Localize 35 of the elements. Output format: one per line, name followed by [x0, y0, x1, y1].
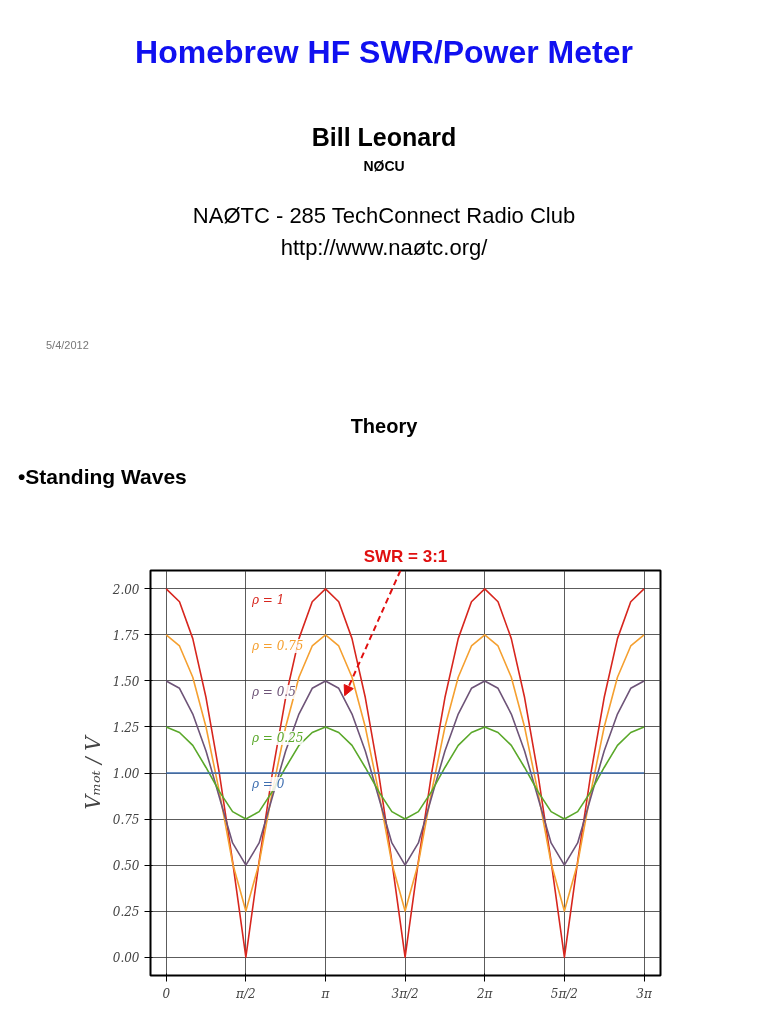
line-series	[165, 588, 645, 958]
y-tick-label: 0.75	[112, 813, 140, 828]
y-tick-label: 1.75	[112, 628, 140, 643]
series-label: ρ = 0	[250, 777, 285, 791]
text: NØCU	[362, 157, 406, 176]
line-series	[165, 634, 645, 912]
series-label: ρ = 0.25	[250, 730, 304, 745]
y-tick-label: 0.25	[112, 905, 140, 920]
x-tick-label: π	[320, 986, 331, 1001]
y-tick-label: 0.50	[112, 859, 140, 874]
series-label: ρ = 0.75	[250, 638, 304, 653]
annotation: SWR = 3:1	[363, 546, 448, 566]
y-tick-label: 1.50	[112, 674, 140, 689]
text: Bill Leonard	[310, 122, 458, 153]
y-tick-label: 1.25	[112, 720, 140, 735]
text: ρ = 1	[250, 592, 285, 607]
x-tick-label: 5π/2	[550, 986, 578, 1001]
x-tick-label: 2π	[475, 986, 494, 1001]
y-tick-label: 0.00	[112, 951, 140, 966]
text: NAØTC - 285 TechConnect Radio Club	[191, 202, 577, 230]
line-series	[165, 726, 645, 820]
x-tick-label: 3π	[636, 986, 653, 1001]
text: Theory	[349, 414, 419, 439]
text: •Standing Waves	[18, 464, 187, 490]
y-tick-label: 2.00	[111, 582, 140, 597]
x-tick-label: 3π/2	[391, 986, 419, 1001]
text: http://www.naøtc.org/	[279, 234, 489, 262]
x-tick-label: 0	[162, 986, 171, 1001]
y-tick-label: 1.00	[112, 767, 140, 781]
series-label: ρ = 0.5	[250, 684, 296, 699]
line-series	[165, 680, 645, 866]
y-axis-title: Vₘₒₜ / V	[80, 733, 105, 810]
chart-title: Homebrew HF SWR/Power Meter	[134, 33, 634, 72]
text: 5/4/2012	[46, 338, 89, 353]
x-tick-label: π/2	[235, 986, 256, 1001]
